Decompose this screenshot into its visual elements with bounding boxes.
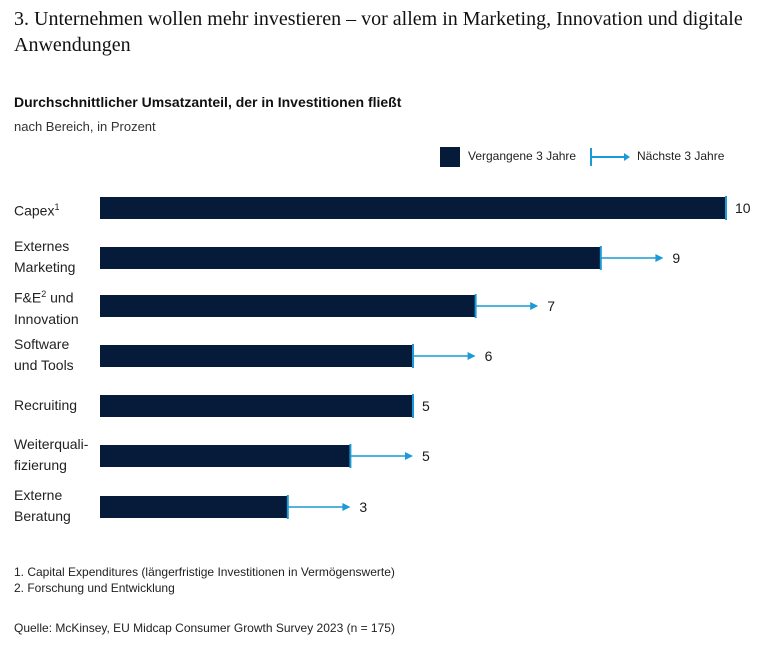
- source-note: Quelle: McKinsey, EU Midcap Consumer Gro…: [14, 621, 395, 635]
- legend-arrow-icon: [590, 148, 630, 166]
- bar-past: [100, 496, 288, 518]
- value-label: 9: [672, 250, 680, 266]
- bar-past: [100, 295, 476, 317]
- footnote-1: 1. Capital Expenditures (längerfristige …: [14, 565, 395, 579]
- arrow-head: [342, 503, 351, 511]
- arrow-head: [530, 302, 539, 310]
- legend-past-label: Vergangene 3 Jahre: [468, 149, 577, 163]
- chart-unit-note: nach Bereich, in Prozent: [14, 119, 156, 134]
- category-label: Weiterquali- fizierung: [14, 436, 89, 473]
- bar-past: [100, 445, 351, 467]
- category-label: Externe Beratung: [14, 487, 71, 524]
- arrow-head: [405, 452, 413, 460]
- legend-past-swatch: [440, 147, 460, 167]
- legend-next-label: Nächste 3 Jahre: [637, 149, 725, 163]
- arrow-head: [655, 254, 664, 262]
- footnote-2: 2. Forschung und Entwicklung: [14, 581, 175, 595]
- bar-past: [100, 395, 413, 417]
- legend: Vergangene 3 Jahre Nächste 3 Jahre: [440, 145, 760, 167]
- value-label: 5: [422, 448, 430, 464]
- bar-past: [100, 197, 726, 219]
- category-label: Recruiting: [14, 396, 78, 413]
- value-label: 6: [485, 348, 493, 364]
- category-label: Externes Marketing: [14, 238, 76, 275]
- bar-chart: 10 9 7 6 5 5 3: [100, 196, 751, 519]
- category-label: Capex1: [14, 201, 60, 219]
- category-label: Software und Tools: [14, 336, 74, 373]
- bar-past: [100, 345, 413, 367]
- arrow-head: [467, 352, 476, 360]
- category-label: F&E2 und Innovation: [14, 289, 79, 327]
- value-label: 5: [422, 398, 430, 414]
- footnotes: 1. Capital Expenditures (längerfristige …: [14, 564, 395, 596]
- value-label: 3: [359, 499, 367, 515]
- value-label: 10: [735, 200, 751, 216]
- bar-past: [100, 247, 601, 269]
- value-label: 7: [547, 298, 555, 314]
- chart-title: 3. Unternehmen wollen mehr investieren –…: [14, 8, 743, 56]
- chart-subtitle: Durchschnittlicher Umsatzanteil, der in …: [14, 94, 402, 110]
